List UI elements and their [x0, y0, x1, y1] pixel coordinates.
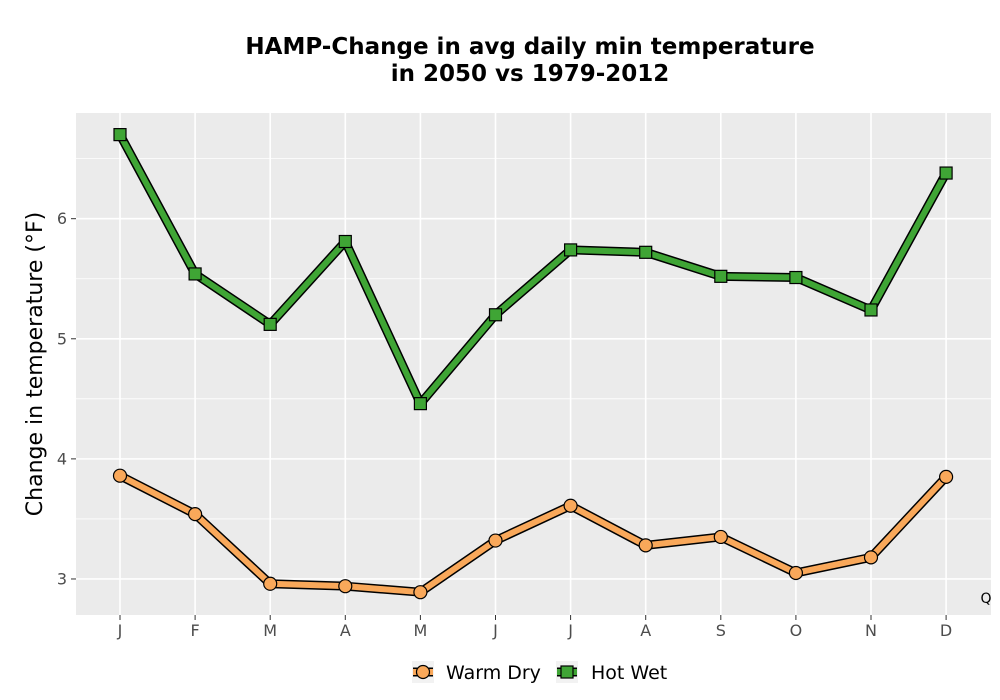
data-point	[563, 243, 578, 257]
grid-major	[76, 113, 991, 615]
series-layer	[112, 128, 954, 600]
data-point	[939, 166, 953, 180]
x-tick-label: O	[790, 621, 803, 640]
data-point	[638, 538, 653, 553]
data-point	[938, 469, 954, 484]
legend-item-2: Hot Wet	[556, 661, 667, 684]
x-tick-label: J	[117, 621, 123, 640]
data-point	[488, 308, 503, 322]
series-1	[112, 468, 954, 600]
y-axis-ticks: 3 4 5 6	[57, 209, 76, 588]
legend-label: Hot Wet	[591, 662, 667, 684]
legend-circle-marker	[415, 664, 431, 680]
data-point	[413, 585, 428, 600]
legend: Warm Dry Hot Wet	[412, 661, 667, 684]
x-tick-label: J	[492, 621, 498, 640]
data-point	[788, 565, 804, 581]
data-point	[188, 267, 202, 281]
x-tick-label: A	[340, 621, 351, 640]
y-tick-label: 6	[57, 209, 67, 228]
data-point	[413, 397, 427, 411]
data-point	[864, 303, 878, 317]
data-point	[488, 533, 503, 548]
data-point	[338, 579, 353, 594]
x-tick-label: M	[263, 621, 277, 640]
legend-item-1: Warm Dry	[412, 661, 541, 684]
y-tick-label: 4	[57, 449, 67, 468]
x-tick-label: D	[940, 621, 952, 640]
y-tick-label: 3	[57, 569, 67, 588]
chart-title-line1: HAMP-Change in avg daily min temperature	[245, 34, 814, 60]
data-point	[112, 468, 128, 483]
data-point	[263, 317, 277, 331]
data-point	[113, 128, 127, 142]
data-point	[563, 498, 578, 513]
legend-square-marker	[560, 665, 574, 679]
x-tick-label: N	[865, 621, 877, 640]
data-point	[789, 270, 803, 285]
data-point	[338, 234, 352, 249]
x-tick-label: A	[640, 621, 651, 640]
data-point	[863, 550, 879, 565]
data-point	[639, 245, 653, 259]
data-point	[713, 529, 728, 545]
x-tick-label: F	[190, 621, 199, 640]
series-line	[117, 472, 950, 596]
data-point	[263, 576, 278, 591]
x-tick-label: J	[567, 621, 573, 640]
y-axis-title: Change in temperature (°F)	[23, 212, 48, 516]
corner-label: Q	[980, 591, 991, 607]
chart-title-line2: in 2050 vs 1979-2012	[391, 61, 670, 87]
series-2	[113, 128, 953, 411]
plot-panel	[76, 113, 991, 615]
y-tick-label: 5	[57, 329, 67, 348]
series-line	[117, 131, 950, 407]
legend-label: Warm Dry	[446, 662, 541, 684]
x-tick-label: M	[413, 621, 427, 640]
x-tick-label: S	[716, 621, 726, 640]
data-point	[188, 507, 203, 522]
data-point	[714, 269, 728, 283]
